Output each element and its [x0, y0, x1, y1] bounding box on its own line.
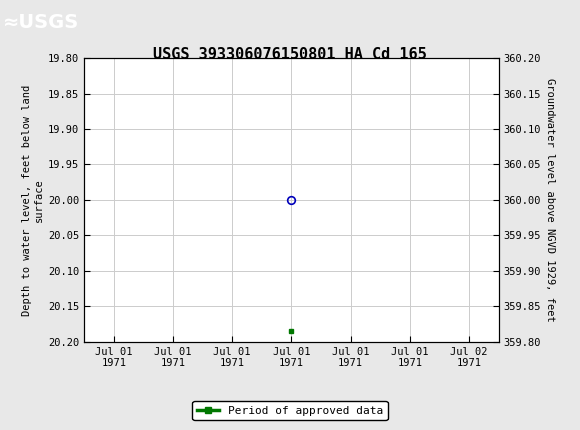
Text: USGS 393306076150801 HA Cd 165: USGS 393306076150801 HA Cd 165 [153, 47, 427, 62]
Text: ≈USGS: ≈USGS [3, 13, 79, 32]
Y-axis label: Groundwater level above NGVD 1929, feet: Groundwater level above NGVD 1929, feet [545, 78, 555, 322]
Y-axis label: Depth to water level, feet below land
surface: Depth to water level, feet below land su… [22, 84, 44, 316]
Legend: Period of approved data: Period of approved data [193, 401, 387, 420]
